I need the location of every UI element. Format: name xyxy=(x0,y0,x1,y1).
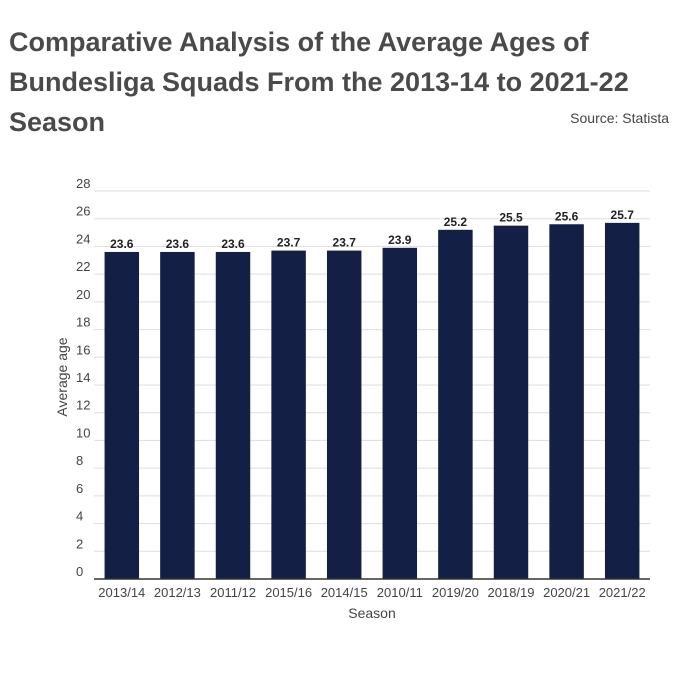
data-label: 25.5 xyxy=(499,211,523,225)
chart-title: Comparative Analysis of the Average Ages… xyxy=(9,27,629,137)
bar-2020-21 xyxy=(549,224,584,579)
y-tick-label: 12 xyxy=(76,398,90,413)
x-tick-label: 2018/19 xyxy=(488,585,535,600)
bar-2018-19 xyxy=(493,225,529,579)
y-tick-label: 22 xyxy=(76,259,90,274)
x-tick-label: 2013/14 xyxy=(98,585,145,600)
x-tick-label: 2014/15 xyxy=(321,585,368,600)
x-tick-label: 2019/20 xyxy=(432,585,479,600)
data-label: 23.7 xyxy=(277,236,301,250)
data-label: 23.6 xyxy=(110,237,134,251)
y-tick-label: 18 xyxy=(76,315,90,330)
bar-2010-11 xyxy=(382,247,418,580)
bar-2012-13 xyxy=(160,251,195,579)
y-tick-label: 4 xyxy=(76,509,83,524)
x-tick-label: 2010/11 xyxy=(377,585,423,600)
y-tick-label: 16 xyxy=(76,342,90,357)
y-tick-label: 26 xyxy=(76,204,90,219)
x-tick-label: 2015/16 xyxy=(265,585,312,600)
x-axis-label: Season xyxy=(348,605,395,621)
x-tick-label: 2021/22 xyxy=(599,585,646,600)
y-axis-label: Average age xyxy=(54,337,70,416)
data-label: 25.7 xyxy=(611,208,635,222)
data-label: 23.9 xyxy=(388,233,412,247)
y-tick-label: 24 xyxy=(76,231,90,246)
y-tick-label: 8 xyxy=(76,453,83,468)
bar-2015-16 xyxy=(271,250,306,580)
bar-2021-22 xyxy=(604,222,640,579)
source-note: Source: Statista xyxy=(570,110,669,126)
x-tick-label: 2011/12 xyxy=(210,585,256,600)
bars xyxy=(104,222,640,580)
x-tick-label: 2020/21 xyxy=(543,585,590,600)
bar-2019-20 xyxy=(438,229,473,580)
y-tick-label: 2 xyxy=(76,536,83,551)
y-tick-label: 10 xyxy=(76,425,90,440)
y-tick-label: 6 xyxy=(76,481,83,496)
x-axis-ticks: 2013/14 2012/13 2011/12 2015/16 2014/15 2010/… xyxy=(98,585,645,600)
y-tick-label: 0 xyxy=(76,564,83,579)
bar-2011-12 xyxy=(215,251,251,579)
y-tick-label: 20 xyxy=(76,287,90,302)
x-tick-label: 2012/13 xyxy=(154,585,201,600)
data-labels: 23.6 23.6 23.6 23.7 23.7 23.9 25.2 25.5 25.6 25.7 xyxy=(110,208,634,251)
bar-2014-15 xyxy=(326,250,362,580)
data-label: 23.6 xyxy=(221,237,245,251)
bar-2013-14 xyxy=(104,251,140,579)
data-label: 25.2 xyxy=(444,215,468,229)
data-label: 25.6 xyxy=(555,209,579,223)
data-label: 23.7 xyxy=(333,236,357,250)
data-label: 23.6 xyxy=(166,237,190,251)
y-tick-label: 14 xyxy=(76,370,90,385)
y-tick-label: 28 xyxy=(76,176,90,191)
